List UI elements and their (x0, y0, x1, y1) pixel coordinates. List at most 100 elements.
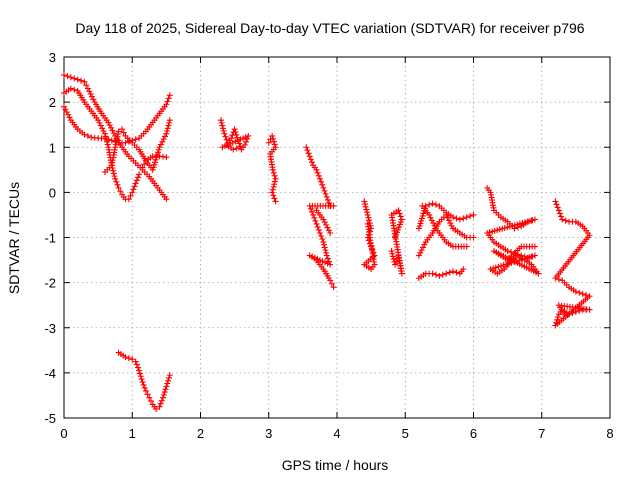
data-point (222, 133, 229, 140)
data-point (219, 122, 226, 129)
data-point (78, 77, 85, 84)
data-point (554, 314, 561, 321)
data-point (470, 211, 477, 218)
series-arc-14 (552, 198, 593, 329)
x-tick-label: 7 (538, 426, 545, 441)
data-point (272, 198, 279, 205)
data-point (362, 203, 369, 210)
data-point (138, 376, 145, 383)
data-point (234, 134, 241, 141)
data-point (365, 214, 372, 221)
data-point (388, 248, 395, 255)
data-point (162, 133, 169, 140)
data-point (324, 260, 331, 267)
data-point (228, 135, 235, 142)
data-point (125, 355, 132, 362)
data-point (113, 178, 120, 185)
data-point (323, 193, 330, 200)
data-point (130, 186, 137, 193)
data-point (74, 76, 81, 83)
data-point (426, 201, 433, 208)
data-point (552, 275, 559, 282)
data-point (142, 387, 149, 394)
data-point (236, 140, 243, 147)
data-point (146, 394, 153, 401)
data-point (430, 220, 437, 227)
data-point (110, 170, 117, 177)
data-point (87, 91, 94, 98)
data-point (428, 217, 435, 224)
data-point (556, 210, 563, 217)
data-point (95, 117, 102, 124)
data-point (237, 144, 244, 151)
data-point (392, 231, 399, 238)
data-point (234, 137, 241, 144)
y-tick-label: 0 (49, 185, 56, 200)
data-point (579, 290, 586, 297)
data-point (432, 201, 439, 208)
data-point (83, 82, 90, 89)
data-point (166, 92, 173, 99)
data-point (271, 178, 278, 185)
data-point (144, 391, 151, 398)
data-point (553, 201, 560, 208)
data-point (432, 271, 439, 278)
data-point (242, 134, 249, 141)
data-point (310, 211, 317, 218)
y-axis-title: SDTVAR / TECUs (6, 182, 22, 294)
y-tick-label: -4 (44, 366, 56, 381)
data-point (450, 268, 457, 275)
data-point (307, 205, 314, 212)
data-point (439, 271, 446, 278)
data-point (323, 252, 330, 259)
data-point (417, 249, 424, 256)
data-point (231, 126, 238, 133)
series-arc-10 (361, 198, 378, 273)
data-point (223, 136, 230, 143)
data-point (127, 192, 134, 199)
series-arc-5 (139, 153, 170, 171)
data-point (141, 384, 148, 391)
data-point (325, 227, 332, 234)
data-point (431, 222, 438, 229)
data-point (318, 178, 325, 185)
data-point (101, 135, 108, 142)
data-point (113, 136, 120, 143)
data-point (552, 322, 559, 329)
data-point (436, 272, 443, 279)
data-point (320, 184, 327, 191)
data-point (232, 129, 239, 136)
data-point (157, 400, 164, 407)
data-point (105, 119, 112, 126)
data-point (397, 213, 404, 220)
data-point (555, 276, 562, 283)
data-point (319, 258, 326, 265)
data-point (163, 154, 170, 161)
data-point (531, 243, 538, 250)
data-point (392, 261, 399, 268)
y-tick-label: 3 (49, 50, 56, 65)
data-point (108, 124, 115, 131)
data-point (393, 258, 400, 265)
data-point (504, 248, 511, 255)
data-point (554, 204, 561, 211)
data-point (112, 144, 119, 151)
data-point (220, 128, 227, 135)
data-point (320, 239, 327, 246)
data-point (306, 153, 313, 160)
data-point (163, 101, 170, 108)
data-point (529, 253, 536, 260)
data-point (321, 219, 328, 226)
data-point (105, 136, 112, 143)
data-point (492, 264, 499, 271)
data-point (132, 136, 139, 143)
data-point (363, 206, 370, 213)
data-point (106, 122, 113, 129)
data-point (165, 122, 172, 129)
data-point (318, 232, 325, 239)
data-point (160, 136, 167, 143)
data-point (324, 196, 331, 203)
data-point (115, 128, 122, 135)
x-tick-label: 8 (606, 426, 613, 441)
